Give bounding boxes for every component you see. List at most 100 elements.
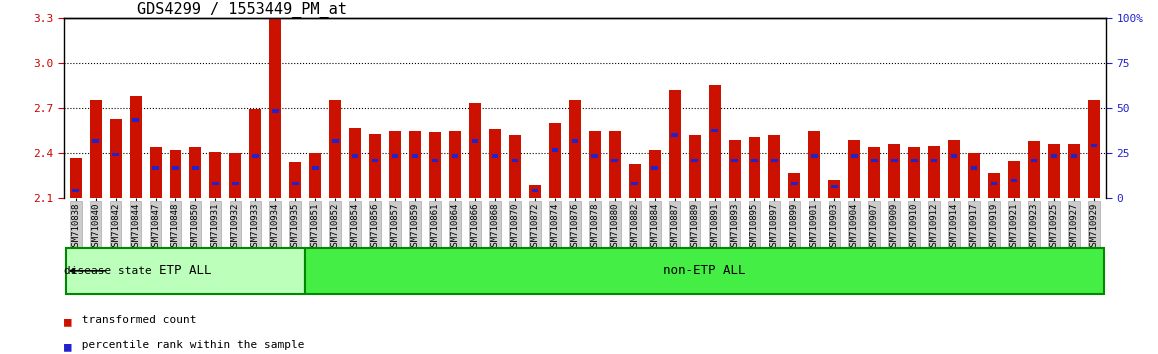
Bar xyxy=(551,148,558,152)
Bar xyxy=(229,153,241,198)
Bar xyxy=(529,185,541,198)
Text: disease state: disease state xyxy=(64,266,152,276)
Bar xyxy=(609,131,621,198)
Bar xyxy=(828,180,841,198)
Bar xyxy=(508,135,521,198)
Bar xyxy=(149,147,161,198)
Bar xyxy=(192,166,199,170)
Bar xyxy=(911,159,917,162)
Bar xyxy=(1009,161,1020,198)
Bar xyxy=(312,166,318,170)
Bar xyxy=(871,159,878,162)
Bar xyxy=(689,135,701,198)
Bar xyxy=(851,154,858,158)
Bar xyxy=(791,182,798,185)
Bar xyxy=(232,182,239,185)
Bar xyxy=(352,154,359,158)
Bar xyxy=(709,85,720,198)
Bar xyxy=(332,139,338,143)
Bar xyxy=(1050,154,1057,158)
Bar xyxy=(648,150,661,198)
Bar xyxy=(350,127,361,198)
Bar xyxy=(130,96,141,198)
Text: GDS4299 / 1553449_PM_at: GDS4299 / 1553449_PM_at xyxy=(137,1,346,18)
Bar xyxy=(789,173,800,198)
Bar xyxy=(452,154,459,158)
Bar xyxy=(968,153,980,198)
Bar xyxy=(512,159,518,162)
Bar xyxy=(672,133,677,137)
Bar xyxy=(771,159,778,162)
Bar xyxy=(549,123,560,198)
Bar xyxy=(471,139,478,143)
Bar xyxy=(270,18,281,198)
Bar xyxy=(948,139,960,198)
Text: ETP ALL: ETP ALL xyxy=(160,264,212,277)
Bar xyxy=(1091,144,1097,147)
Bar xyxy=(931,159,938,162)
Text: non-ETP ALL: non-ETP ALL xyxy=(664,264,746,277)
Bar xyxy=(929,145,940,198)
Bar xyxy=(173,166,178,170)
Bar xyxy=(272,109,279,113)
Bar xyxy=(1031,159,1038,162)
Bar xyxy=(611,159,618,162)
Bar xyxy=(711,129,718,132)
Bar xyxy=(489,129,501,198)
Bar xyxy=(592,154,598,158)
Bar xyxy=(329,101,342,198)
Bar xyxy=(569,101,581,198)
Bar xyxy=(292,182,299,185)
Bar xyxy=(769,135,780,198)
Bar xyxy=(212,182,219,185)
Bar xyxy=(152,166,159,170)
Bar xyxy=(988,173,1001,198)
Bar xyxy=(631,182,638,185)
Bar xyxy=(89,101,102,198)
Bar xyxy=(210,152,221,198)
Bar xyxy=(1071,154,1077,158)
Bar xyxy=(731,159,738,162)
Bar xyxy=(748,137,761,198)
Text: ■: ■ xyxy=(64,340,71,353)
Bar xyxy=(409,131,422,198)
Bar xyxy=(1087,101,1100,198)
Bar xyxy=(808,131,820,198)
Bar xyxy=(752,159,757,162)
Bar xyxy=(110,119,122,198)
Bar xyxy=(1048,144,1060,198)
Bar xyxy=(1068,144,1080,198)
Bar xyxy=(66,248,306,294)
Bar xyxy=(369,133,381,198)
Bar xyxy=(391,154,398,158)
Bar xyxy=(651,166,658,170)
Text: ■: ■ xyxy=(64,315,71,328)
Bar xyxy=(532,189,538,192)
Bar xyxy=(432,159,439,162)
Bar xyxy=(691,159,698,162)
Bar xyxy=(169,150,182,198)
Bar xyxy=(970,166,977,170)
Bar xyxy=(831,184,837,188)
Text: transformed count: transformed count xyxy=(75,315,197,325)
Bar xyxy=(449,131,461,198)
Bar xyxy=(588,131,601,198)
Bar xyxy=(309,153,321,198)
Bar xyxy=(249,109,262,198)
Bar xyxy=(492,154,498,158)
Bar xyxy=(1028,141,1040,198)
Bar xyxy=(290,162,301,198)
Bar xyxy=(412,154,418,158)
Bar xyxy=(908,147,921,198)
Bar xyxy=(572,139,578,143)
Bar xyxy=(811,154,818,158)
Bar xyxy=(132,118,139,122)
Bar xyxy=(389,131,401,198)
Text: percentile rank within the sample: percentile rank within the sample xyxy=(75,340,305,350)
Bar xyxy=(991,182,997,185)
Bar xyxy=(629,164,640,198)
Bar xyxy=(252,154,258,158)
Bar xyxy=(1011,178,1018,182)
Bar xyxy=(190,147,201,198)
Bar xyxy=(668,90,681,198)
